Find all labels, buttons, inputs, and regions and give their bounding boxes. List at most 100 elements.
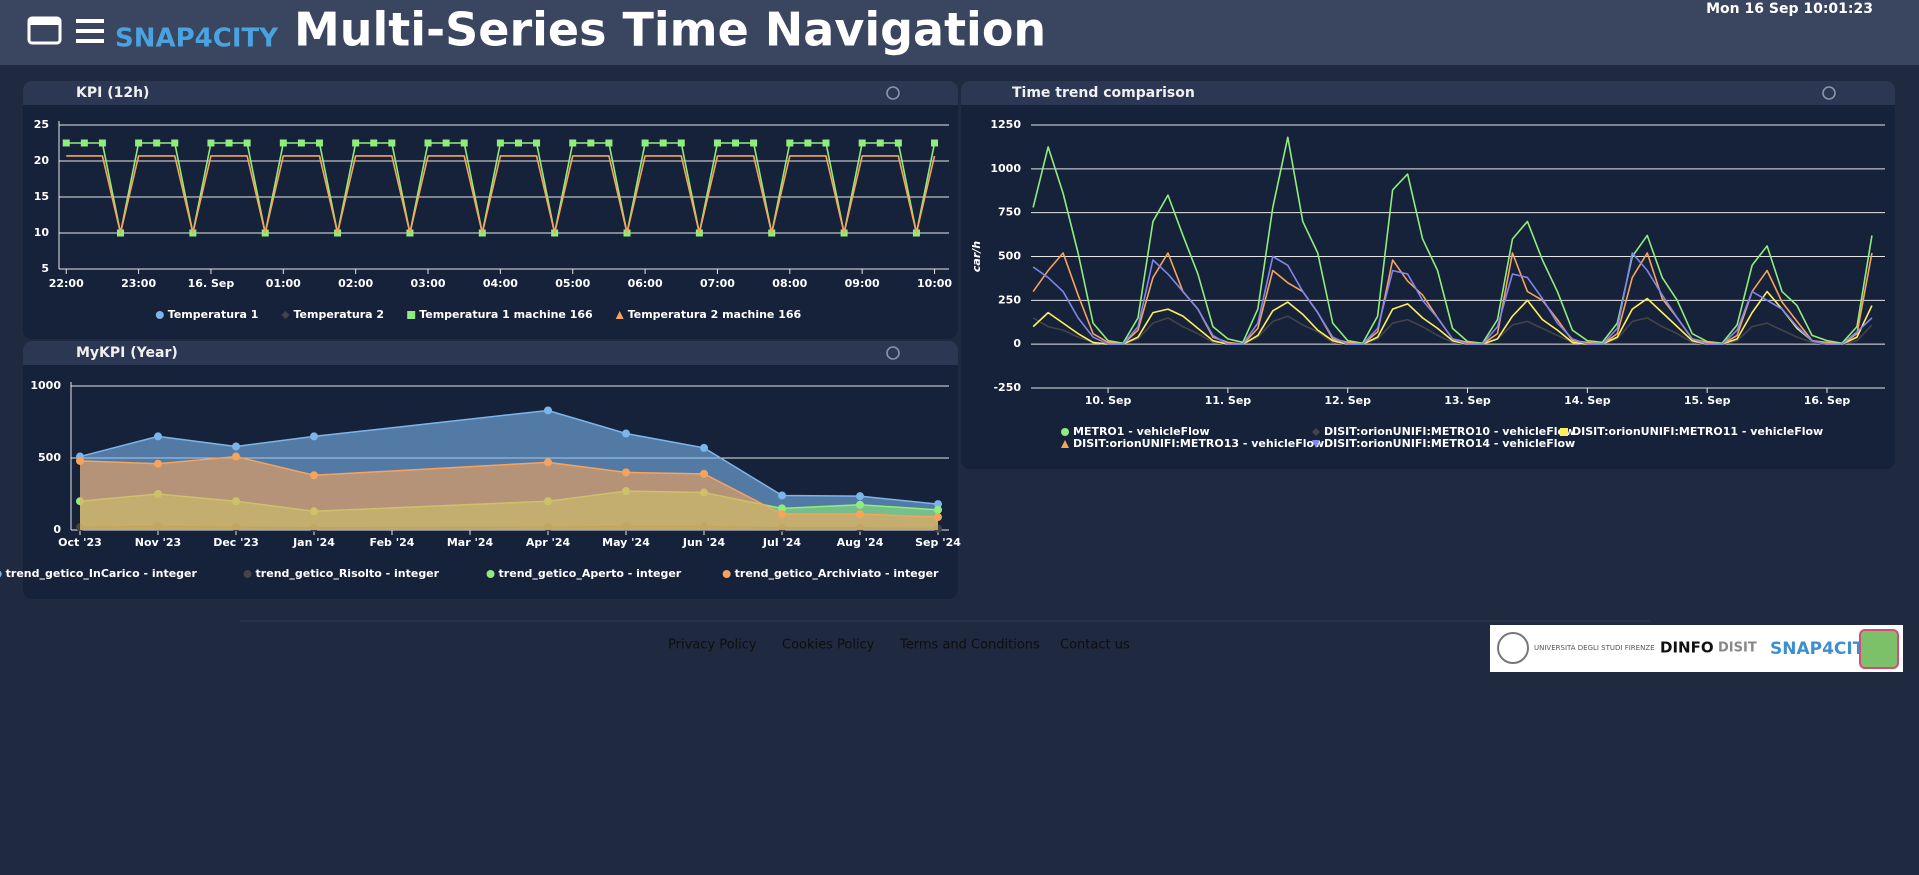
x-tick-label: Jan '24 [292,536,335,549]
line [79,409,939,505]
y-tick-label: 5 [41,262,49,275]
widget-title: Time trend comparison [1012,85,1195,101]
marker [587,139,595,147]
marker [894,139,902,147]
x-tick-label: 02:00 [338,277,373,290]
marker [297,139,305,147]
y-tick-label: 15 [34,190,49,203]
marker [98,139,106,147]
marker [279,139,287,147]
legend-symbol [1560,428,1568,436]
widget-panel [961,81,1895,469]
y-tick-label: 10 [34,226,50,239]
logo-km4city [1859,629,1899,669]
marker [533,139,541,147]
footer-link[interactable]: Privacy Policy [668,638,757,653]
x-tick-label: Dec '23 [213,536,259,549]
widget-panel [23,81,958,339]
x-tick-label: 08:00 [772,277,807,290]
widget-header [23,341,958,365]
x-tick-label: 12. Sep [1324,394,1371,407]
marker [460,139,468,147]
marker [315,139,323,147]
legend-label: DISIT:orionUNIFI:METRO13 - vehicleFlow [1073,437,1324,450]
menu-line[interactable] [76,29,104,33]
legend-symbol [1312,440,1320,448]
legend-label: Temperatura 2 [294,308,385,321]
menu-line[interactable] [76,39,104,43]
marker [310,432,318,441]
marker [388,139,396,147]
y-tick-label: 0 [1013,337,1021,350]
widget-header [961,81,1895,105]
window-icon-bar[interactable] [29,18,60,25]
line [66,155,936,234]
x-tick-label: Feb '24 [370,536,415,549]
legend-label: Temperatura 1 machine 166 [419,308,593,321]
marker [750,139,758,147]
legend-label: DISIT:orionUNIFI:METRO10 - vehicleFlow [1324,425,1575,438]
y-tick-label: 750 [998,206,1021,219]
legend-symbol [0,570,2,578]
marker [641,139,649,147]
x-tick-label: May '24 [602,536,650,549]
marker [858,139,866,147]
marker [171,139,179,147]
x-tick-label: 03:00 [411,277,446,290]
marker [514,139,522,147]
area [80,456,938,530]
marker [225,139,233,147]
x-tick-label: 07:00 [700,277,735,290]
marker [804,139,812,147]
logo-unifi: UNIVERSITÀ DEGLI STUDI FIRENZE [1534,643,1655,652]
y-tick-label: 1000 [990,162,1021,175]
marker [80,139,88,147]
marker [778,510,786,519]
marker [310,471,318,480]
marker [856,510,864,519]
x-tick-label: Jun '24 [682,536,726,549]
marker [232,442,240,451]
x-tick-label: 01:00 [266,277,301,290]
footer-link[interactable]: Cookies Policy [782,638,875,653]
marker [622,429,630,438]
y-tick-label: 500 [38,451,61,464]
legend-label: Temperatura 2 machine 166 [628,308,802,321]
marker [856,492,864,501]
legend-label: METRO1 - vehicleFlow [1073,425,1210,438]
footer-link[interactable]: Contact us [1060,638,1130,653]
x-tick-label: 06:00 [628,277,663,290]
widget-title: KPI (12h) [76,85,149,101]
y-tick-label: 0 [53,523,61,536]
marker [713,139,721,147]
legend-symbol [407,311,416,319]
widget-icon[interactable] [886,86,900,100]
widget-icon[interactable] [886,346,900,360]
y-tick-label: 1000 [30,379,61,392]
x-tick-label: Jul '24 [762,536,802,549]
marker [207,139,215,147]
x-tick-label: 22:00 [49,277,84,290]
footer-link[interactable]: Terms and Conditions [899,638,1040,653]
marker [76,456,84,465]
x-tick-label: 23:00 [121,277,156,290]
marker [544,458,552,467]
marker [700,443,708,452]
x-tick-label: 10:00 [917,277,952,290]
marker [62,139,70,147]
menu-line[interactable] [76,19,104,23]
marker [232,452,240,461]
legend-label: trend_getico_InCarico - integer [6,567,198,580]
legend-symbol [243,570,252,578]
legend-label: trend_getico_Aperto - integer [499,567,682,580]
marker [544,406,552,415]
logo-dinfo: DINFO [1660,639,1714,657]
menu-icon[interactable] [76,19,104,43]
marker [243,139,251,147]
line [1032,252,1873,345]
window-icon[interactable] [27,16,62,45]
widget-icon[interactable] [1822,86,1836,100]
marker [442,139,450,147]
marker [659,139,667,147]
marker [786,139,794,147]
